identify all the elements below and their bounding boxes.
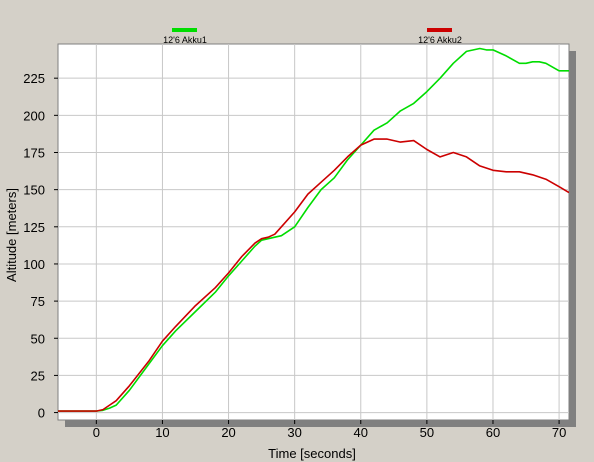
y-tick-label: 100	[23, 257, 45, 272]
legend-label-series-2: 12'6 Akku2	[418, 35, 462, 45]
y-tick-label: 150	[23, 183, 45, 198]
x-tick-label: 40	[354, 425, 368, 440]
y-tick-label: 200	[23, 108, 45, 123]
y-tick-label: 50	[31, 331, 45, 346]
legend: 12'6 Akku1 12'6 Akku2	[163, 28, 462, 45]
x-tick-label: 50	[420, 425, 434, 440]
y-tick-label: 75	[31, 294, 45, 309]
x-tick-label: 30	[287, 425, 301, 440]
series-lines	[58, 47, 569, 412]
x-tick-label: 70	[552, 425, 566, 440]
x-tick-label: 0	[93, 425, 100, 440]
y-tick-label: 25	[31, 368, 45, 383]
series-line-2	[58, 138, 569, 412]
y-tick-label: 125	[23, 220, 45, 235]
plot-area	[57, 43, 570, 421]
x-tick-label: 60	[486, 425, 500, 440]
x-tick-label: 10	[155, 425, 169, 440]
series-line-1	[58, 47, 569, 412]
y-axis-ticks: 0 25 50 75 100 125 150 175 200 225	[23, 71, 58, 421]
x-axis-title: Time [seconds]	[268, 446, 356, 461]
y-tick-label: 0	[38, 406, 45, 421]
x-tick-label: 20	[221, 425, 235, 440]
grid	[58, 44, 569, 420]
y-tick-label: 225	[23, 71, 45, 86]
x-axis-ticks: 0 10 20 30 40 50 60 70	[93, 420, 566, 440]
legend-label-series-1: 12'6 Akku1	[163, 35, 207, 45]
y-axis-title: Altitude [meters]	[4, 188, 19, 282]
y-tick-label: 175	[23, 145, 45, 160]
